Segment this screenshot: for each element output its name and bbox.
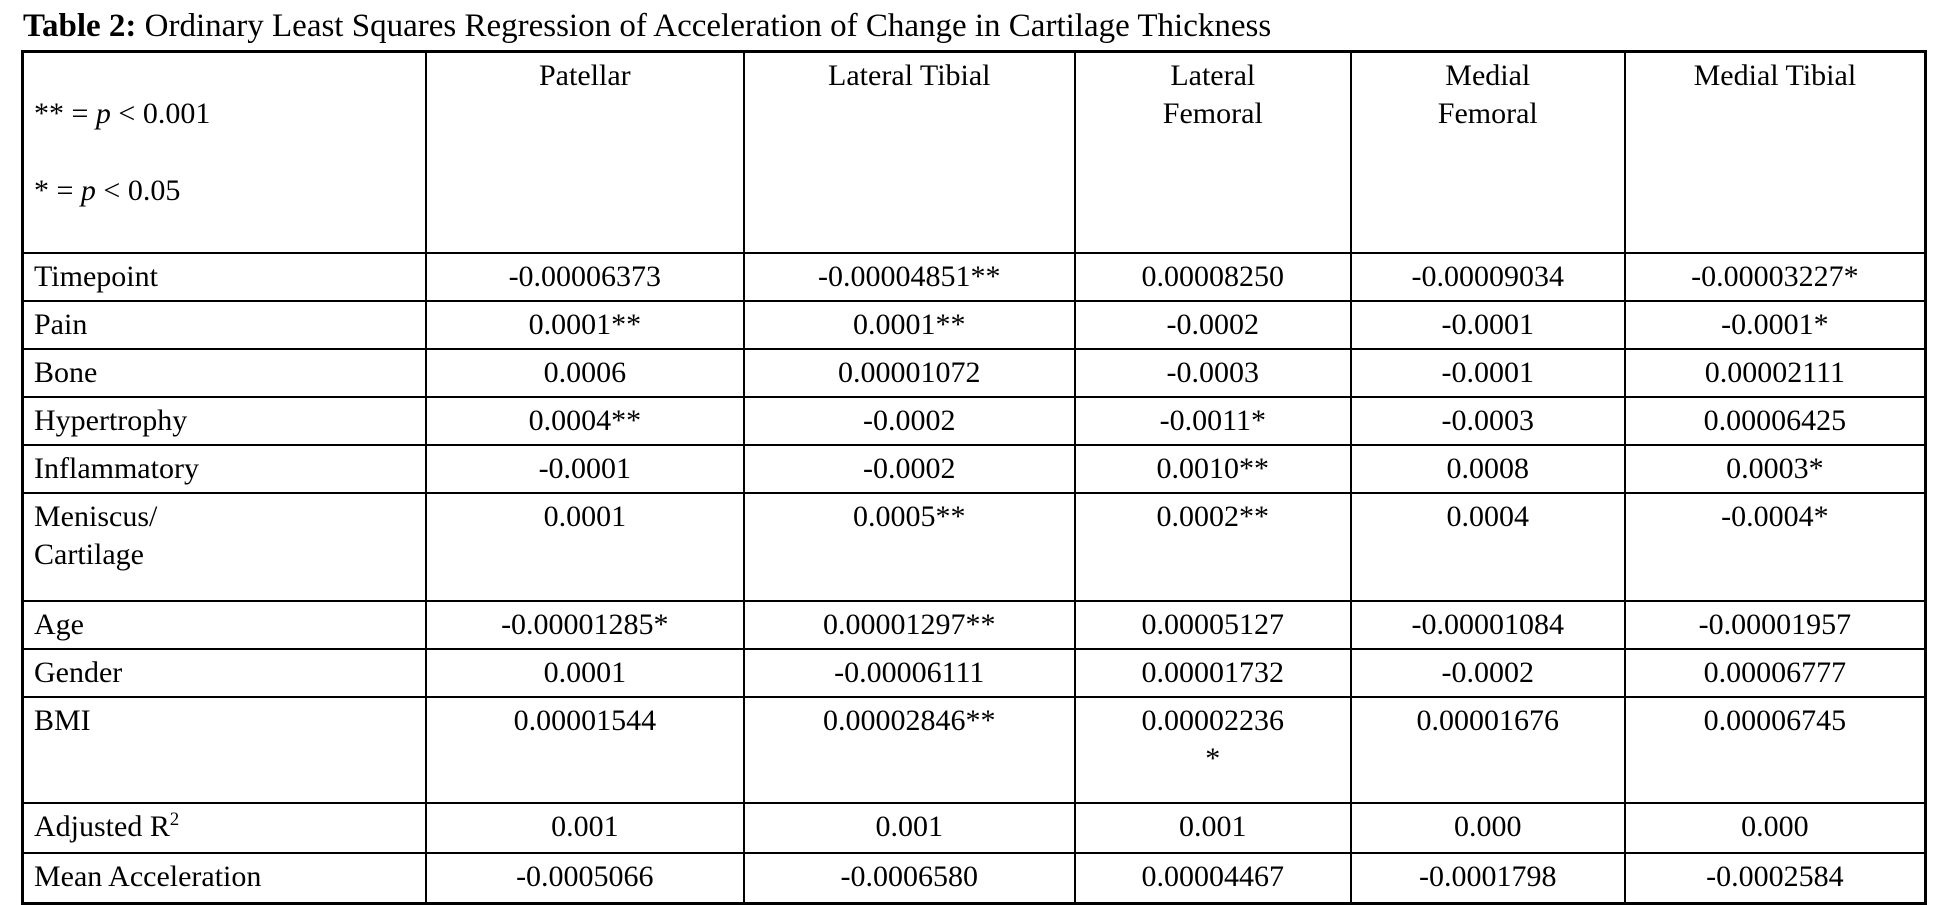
value-cell: -0.0001 [1349,347,1626,399]
value-cell: 0.0001 [424,492,745,603]
row-label: Timepoint [21,251,427,302]
value-cell: 0.00002111 [1623,347,1927,399]
value-cell: -0.0001 [1349,299,1626,350]
value-cell: 0.00001072 [742,347,1076,399]
column-header-medial-tibial: Medial Tibial [1623,50,1927,254]
value-cell: 0.00005127 [1073,600,1352,651]
table-row: Bone 0.0006 0.00001072 -0.0003 -0.0001 0.0000… [21,347,1927,399]
value-cell: -0.00006373 [424,251,745,302]
row-label: Meniscus/ Cartilage [21,492,427,603]
value-cell: -0.0002 [742,395,1076,447]
value-cell: -0.00001957 [1623,600,1927,651]
value-cell: -0.0001* [1623,299,1927,350]
column-header-medial-femoral: Medial Femoral [1349,50,1626,254]
header-row: ** = p < 0.001 * = p < 0.05 Patellar Lat… [21,50,1927,254]
value-cell: 0.00002846** [742,696,1076,805]
value-cell: 0.00001732 [1073,648,1352,699]
table-caption-label: Table 2: [23,8,137,44]
row-label: Pain [21,299,427,350]
table-row: Adjusted R2 0.001 0.001 0.001 0.000 0.000 [21,802,1927,855]
value-cell: 0.00006745 [1623,696,1927,805]
value-cell: 0.00004467 [1073,852,1352,905]
table-caption: Table 2: Ordinary Least Squares Regressi… [23,6,1927,47]
value-cell: -0.0001 [424,444,745,495]
value-cell: 0.001 [742,802,1076,855]
table-row: Inflammatory -0.0001 -0.0002 0.0010** 0.0008… [21,444,1927,495]
value-cell: 0.00006777 [1623,648,1927,699]
row-label: Inflammatory [21,444,427,495]
value-cell: 0.0010** [1073,444,1352,495]
value-cell: 0.00008250 [1073,251,1352,302]
value-cell: 0.00001544 [424,696,745,805]
value-cell: 0.000 [1349,802,1626,855]
value-cell: -0.0003 [1349,395,1626,447]
value-cell: -0.0006580 [742,852,1076,905]
value-cell: 0.0003* [1623,444,1927,495]
value-cell: -0.00001084 [1349,600,1626,651]
value-cell: 0.00006425 [1623,395,1927,447]
column-header-patellar: Patellar [424,50,745,254]
value-cell: -0.0002 [742,444,1076,495]
value-cell: -0.0011* [1073,395,1352,447]
value-cell: 0.001 [424,802,745,855]
table-row: Mean Acceleration -0.0005066 -0.0006580 0.0… [21,852,1927,905]
column-header-lateral-tibial: Lateral Tibial [742,50,1076,254]
value-cell: -0.0002584 [1623,852,1927,905]
table-row: Gender 0.0001 -0.00006111 0.00001732 -0.0002… [21,648,1927,699]
row-label: Age [21,600,427,651]
table-caption-text: Ordinary Least Squares Regression of Acc… [136,8,1272,44]
row-label: BMI [21,696,427,805]
value-cell: -0.00009034 [1349,251,1626,302]
value-cell: 0.0001** [742,299,1076,350]
row-label: Hypertrophy [21,395,427,447]
value-cell: 0.0008 [1349,444,1626,495]
regression-table: ** = p < 0.001 * = p < 0.05 Patellar Lat… [21,50,1927,905]
table-row: Timepoint -0.00006373 -0.00004851** 0.00008… [21,251,1927,302]
significance-legend: ** = p < 0.001 * = p < 0.05 [21,50,427,254]
row-label: Bone [21,347,427,399]
value-cell: 0.0001** [424,299,745,350]
value-cell: -0.00004851** [742,251,1076,302]
value-cell: 0.0001 [424,648,745,699]
value-cell: 0.00002236 * [1073,696,1352,805]
table-row: BMI 0.00001544 0.00002846** 0.00002236 * 0.0… [21,696,1927,805]
value-cell: 0.001 [1073,802,1352,855]
row-label: Gender [21,648,427,699]
value-cell: -0.0002 [1073,299,1352,350]
row-label-superscript: 2 [169,809,180,831]
value-cell: 0.000 [1623,802,1927,855]
value-cell: 0.00001297** [742,600,1076,651]
legend-line-2: * = p < 0.05 [34,173,181,207]
table-row: Hypertrophy 0.0004** -0.0002 -0.0011* -0.000… [21,395,1927,447]
table-row: Pain 0.0001** 0.0001** -0.0002 -0.0001 -0.000… [21,299,1927,350]
value-cell: 0.0004 [1349,492,1626,603]
value-cell: 0.0006 [424,347,745,399]
value-cell: -0.00006111 [742,648,1076,699]
value-cell: -0.00003227* [1623,251,1927,302]
value-cell: -0.0001798 [1349,852,1626,905]
value-cell: -0.0003 [1073,347,1352,399]
table-row: Meniscus/ Cartilage 0.0001 0.0005** 0.0002*… [21,492,1927,603]
value-cell: 0.0002** [1073,492,1352,603]
value-cell: -0.0002 [1349,648,1626,699]
value-cell: -0.0005066 [424,852,745,905]
row-label: Mean Acceleration [21,852,427,905]
document-page: Table 2: Ordinary Least Squares Regressi… [21,6,1927,905]
value-cell: -0.0004* [1623,492,1927,603]
value-cell: 0.0005** [742,492,1076,603]
table-row: Age -0.00001285* 0.00001297** 0.00005127 -0.… [21,600,1927,651]
legend-line-1: ** = p < 0.001 [34,97,211,131]
value-cell: 0.00001676 [1349,696,1626,805]
row-label: Adjusted R2 [21,802,427,855]
column-header-lateral-femoral: Lateral Femoral [1073,50,1352,254]
value-cell: 0.0004** [424,395,745,447]
value-cell: -0.00001285* [424,600,745,651]
